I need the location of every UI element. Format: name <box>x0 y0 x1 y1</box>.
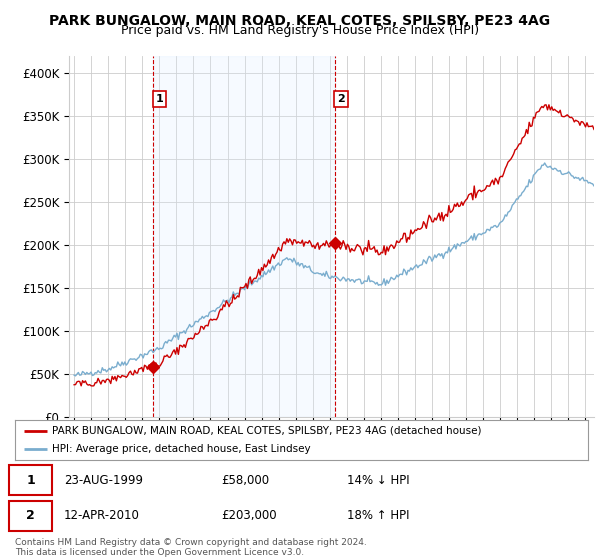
FancyBboxPatch shape <box>9 465 52 495</box>
Text: 12-APR-2010: 12-APR-2010 <box>64 509 140 522</box>
Text: £203,000: £203,000 <box>221 509 277 522</box>
Text: HPI: Average price, detached house, East Lindsey: HPI: Average price, detached house, East… <box>52 445 311 454</box>
Text: Price paid vs. HM Land Registry's House Price Index (HPI): Price paid vs. HM Land Registry's House … <box>121 24 479 37</box>
Text: 14% ↓ HPI: 14% ↓ HPI <box>347 474 410 487</box>
Text: PARK BUNGALOW, MAIN ROAD, KEAL COTES, SPILSBY, PE23 4AG (detached house): PARK BUNGALOW, MAIN ROAD, KEAL COTES, SP… <box>52 426 482 436</box>
Text: 1: 1 <box>26 474 35 487</box>
Text: 2: 2 <box>337 94 345 104</box>
Text: 2: 2 <box>26 509 35 522</box>
FancyBboxPatch shape <box>9 501 52 531</box>
Text: 23-AUG-1999: 23-AUG-1999 <box>64 474 143 487</box>
Text: Contains HM Land Registry data © Crown copyright and database right 2024.
This d: Contains HM Land Registry data © Crown c… <box>15 538 367 557</box>
Text: 1: 1 <box>156 94 164 104</box>
Text: 18% ↑ HPI: 18% ↑ HPI <box>347 509 410 522</box>
Text: £58,000: £58,000 <box>221 474 269 487</box>
Text: PARK BUNGALOW, MAIN ROAD, KEAL COTES, SPILSBY, PE23 4AG: PARK BUNGALOW, MAIN ROAD, KEAL COTES, SP… <box>49 14 551 28</box>
Bar <box>154 56 335 417</box>
